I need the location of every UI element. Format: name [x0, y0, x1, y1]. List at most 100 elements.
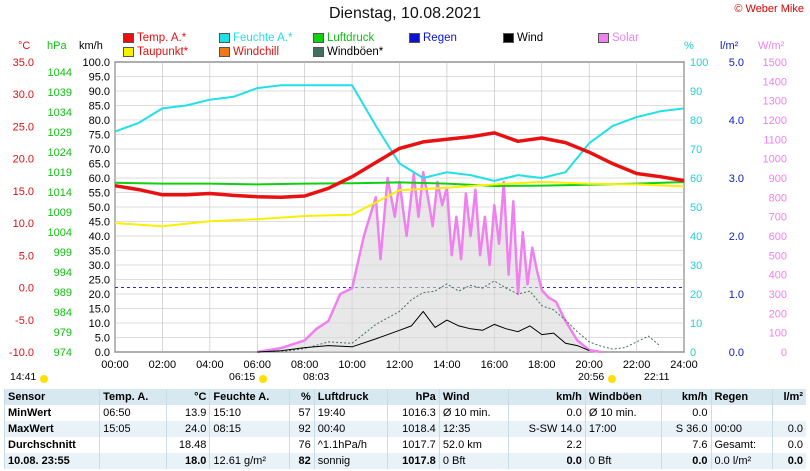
legend-label: Feuchte A.*: [233, 32, 293, 44]
x-tick-label: 12:00: [386, 359, 414, 371]
x-tick-label: 10:00: [338, 359, 366, 371]
x-tick-label: 24:00: [670, 359, 698, 371]
legend-item-solar[interactable]: Solar: [598, 31, 639, 45]
temp-axis-unit: °C: [18, 40, 31, 52]
solar-tick-label: 1500: [763, 57, 787, 69]
table-cell: 18.0: [165, 453, 210, 469]
legend-item-temp[interactable]: Temp. A.*: [123, 31, 186, 45]
humidity-tick-label: 20: [690, 289, 702, 301]
table-cell: 57: [289, 405, 315, 421]
table-cell: S 36.0: [661, 421, 711, 437]
table-cell: 24.0: [165, 421, 210, 437]
wind-tick-label: 90.0: [89, 86, 110, 98]
table-header: l/m²: [772, 389, 806, 405]
table-header: Feuchte A.: [209, 389, 290, 405]
table-cell: 1017.8: [387, 453, 440, 469]
sunset-sun-icon: [608, 375, 616, 383]
solar-tick-label: 600: [769, 231, 787, 243]
wind-tick-label: 40.0: [89, 231, 110, 243]
pressure-tick-label: 1034: [48, 107, 72, 119]
table-header: Wind: [438, 389, 509, 405]
legend-label: Windböen*: [327, 46, 384, 58]
pressure-tick-label: 984: [54, 307, 72, 319]
table-cell: 00:00: [710, 421, 773, 437]
table-cell: 52.0 km: [438, 437, 509, 453]
pressure-tick-label: 1009: [48, 207, 72, 219]
wind-tick-label: 25.0: [89, 275, 110, 287]
legend-item-windchill[interactable]: Windchill: [219, 45, 279, 59]
solar-tick-label: 1100: [763, 134, 787, 146]
table-cell: 15:10: [209, 405, 290, 421]
table-header: %: [289, 389, 315, 405]
table-cell: 06:50: [99, 405, 167, 421]
x-tick-label: 14:00: [433, 359, 461, 371]
legend-item-pressure[interactable]: Luftdruck: [313, 31, 374, 45]
statistics-table: Sensor Temp. A. °C Feuchte A. % Luftdruc…: [3, 389, 806, 469]
humidity-tick-label: 40: [690, 231, 702, 243]
humidity-tick-label: 100: [690, 57, 708, 69]
legend-item-dewpoint[interactable]: Taupunkt*: [123, 45, 188, 59]
temp-tick-label: -5.0: [15, 315, 34, 327]
rain-tick-label: 3.0: [729, 173, 744, 185]
legend-swatch: [598, 33, 609, 43]
wind-tick-label: 95.0: [89, 72, 110, 84]
wind-tick-label: 20.0: [89, 289, 110, 301]
temp-tick-label: 20.0: [13, 154, 34, 166]
solar-tick-label: 300: [769, 289, 787, 301]
legend-label: Luftdruck: [327, 32, 375, 44]
wind-tick-label: 10.0: [89, 318, 110, 330]
legend-item-rain[interactable]: Regen: [409, 31, 457, 45]
x-tick-label: 06:00: [243, 359, 271, 371]
time-left-label: 14:41: [10, 371, 37, 383]
table-cell: 1016.3: [387, 405, 440, 421]
legend-swatch: [123, 47, 134, 57]
solar-tick-label: 1300: [763, 96, 787, 108]
solar-tick-label: 1000: [763, 154, 787, 166]
wind-tick-label: 0.0: [95, 347, 110, 359]
pressure-axis-unit: hPa: [47, 40, 67, 52]
table-cell: 19:40: [313, 405, 388, 421]
temp-tick-label: 35.0: [13, 57, 34, 69]
table-cell: S-SW 14.0: [508, 421, 586, 437]
legend-item-wind[interactable]: Wind: [503, 31, 543, 45]
solar-tick-label: 0: [781, 347, 787, 359]
table-header: Sensor: [3, 389, 100, 405]
legend-item-humidity[interactable]: Feuchte A.*: [219, 31, 292, 45]
wind-tick-label: 100.0: [82, 57, 110, 69]
table-cell: [772, 405, 806, 421]
table-cell: 76: [289, 437, 315, 453]
wind-tick-label: 70.0: [89, 144, 110, 156]
table-cell: 12:35: [438, 421, 509, 437]
table-cell: 0.0: [508, 453, 586, 469]
table-cell: [99, 453, 167, 469]
legend-swatch: [123, 33, 134, 43]
wind-tick-label: 75.0: [89, 130, 110, 142]
wind-tick-label: 15.0: [89, 304, 110, 316]
temp-tick-label: 5.0: [19, 250, 34, 262]
copyright-link[interactable]: © Weber Mike: [734, 3, 804, 15]
pressure-tick-label: 1019: [48, 167, 72, 179]
solar-tick-label: 1400: [763, 76, 787, 88]
x-tick-label: 20:00: [575, 359, 603, 371]
table-header: km/h: [661, 389, 711, 405]
humidity-tick-label: 70: [690, 144, 702, 156]
pressure-tick-label: 999: [54, 247, 72, 259]
pressure-tick-label: 994: [54, 267, 72, 279]
x-tick-label: 02:00: [149, 359, 177, 371]
legend-label: Windchill: [233, 46, 280, 58]
table-cell: 18.48: [165, 437, 210, 453]
legend-item-gusts[interactable]: Windböen*: [313, 45, 383, 59]
table-cell: 0.0: [772, 421, 806, 437]
moonset-label: 22:11: [644, 371, 670, 383]
x-tick-label: 16:00: [481, 359, 509, 371]
table-cell: [99, 437, 167, 453]
table-cell: 13.9: [165, 405, 210, 421]
table-cell: [209, 437, 290, 453]
table-cell: Ø 10 min.: [438, 405, 509, 421]
table-cell: 0.0 l/m²: [710, 453, 773, 469]
solar-tick-label: 900: [769, 173, 787, 185]
table-header: Regen: [710, 389, 773, 405]
wind-tick-label: 85.0: [89, 101, 110, 113]
table-cell: 1018.4: [387, 421, 440, 437]
table-cell: [710, 405, 773, 421]
